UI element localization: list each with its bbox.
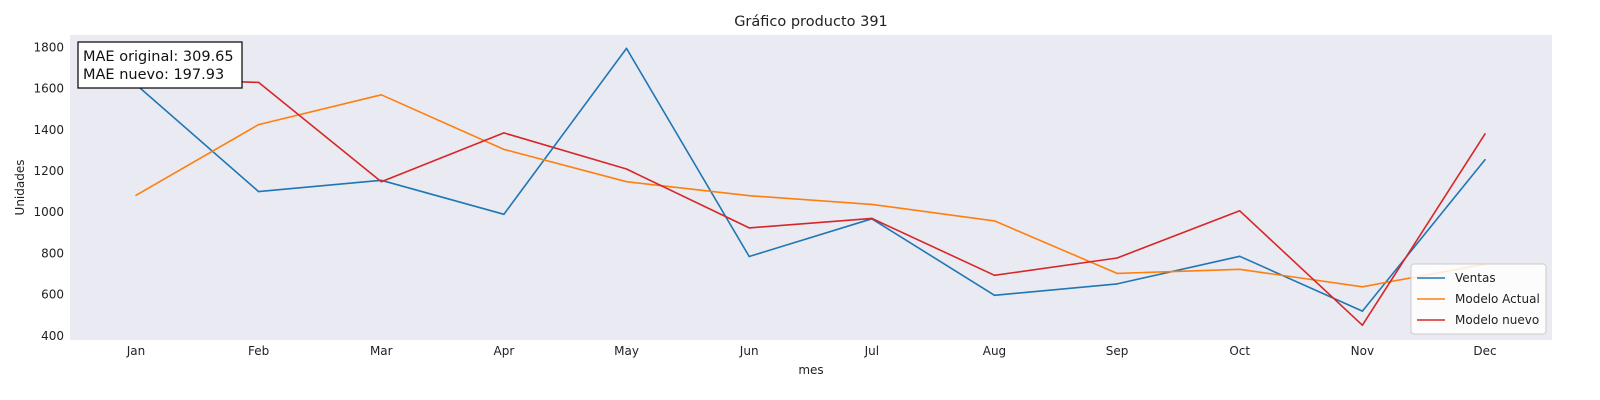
series-line-2 [135, 94, 1486, 288]
series-layer [135, 47, 1486, 327]
data-point [871, 217, 873, 220]
y-tick-label: 1400 [33, 123, 64, 137]
data-point [257, 81, 260, 84]
y-axis: 400 600 800 1000 1200 1400 1600 1800 [33, 40, 64, 343]
x-tick-label: Jul [864, 344, 879, 358]
series-line-3 [135, 77, 1486, 327]
x-tick-label: Sep [1106, 344, 1129, 358]
legend-frame [1410, 263, 1547, 335]
annotation-mae-original: MAE original: 309.65 [83, 49, 234, 65]
chart-title: Gráfico producto 391 [734, 14, 888, 30]
x-tick-label: Dec [1473, 344, 1496, 358]
data-point [1484, 158, 1486, 161]
data-point [748, 227, 750, 229]
x-tick-label: Aug [983, 344, 1006, 358]
data-point [1238, 210, 1241, 212]
data-point [1238, 255, 1241, 258]
data-point [871, 203, 873, 206]
data-point [625, 47, 628, 50]
data-point [257, 123, 260, 126]
y-tick-label: 600 [41, 288, 64, 302]
y-tick-label: 400 [41, 329, 64, 343]
data-point [1238, 268, 1241, 271]
data-point [503, 213, 505, 216]
annotation-frame [77, 41, 243, 89]
data-point [993, 274, 996, 277]
data-point [993, 220, 996, 222]
data-point [1361, 286, 1364, 288]
plot-area [70, 35, 1552, 340]
legend-label: Modelo Actual [1455, 292, 1540, 306]
data-point [748, 255, 750, 258]
x-tick-label: Jun [739, 344, 759, 358]
y-tick-label: 1800 [33, 40, 64, 54]
data-point [257, 190, 260, 193]
x-axis-title: mes [798, 363, 823, 377]
x-tick-label: Nov [1351, 344, 1374, 358]
data-point [1116, 283, 1118, 285]
data-point [1361, 324, 1364, 327]
legend: Ventas Modelo Actual Modelo nuevo [1410, 263, 1547, 335]
data-point [1484, 133, 1486, 135]
y-tick-label: 800 [41, 246, 64, 260]
data-point [380, 94, 383, 96]
mae-annotation-box: MAE original: 309.65 MAE nuevo: 197.93 [77, 41, 243, 89]
data-point [1116, 257, 1118, 259]
legend-label: Ventas [1455, 271, 1496, 285]
x-tick-label: Mar [370, 344, 393, 358]
data-point [748, 194, 750, 197]
data-point [1116, 272, 1118, 275]
x-tick-label: Jan [126, 344, 146, 358]
data-point [1361, 310, 1364, 312]
legend-label: Modelo nuevo [1455, 313, 1539, 327]
x-tick-label: May [614, 344, 639, 358]
x-axis: Jan Feb Mar Apr May Jun Jul Aug Sep Oct Nov Dec [126, 344, 1497, 358]
x-tick-label: Oct [1229, 344, 1250, 358]
x-tick-label: Feb [248, 344, 269, 358]
data-point [503, 148, 505, 151]
data-point [625, 168, 628, 170]
data-point [993, 294, 996, 297]
x-tick-label: Apr [494, 344, 515, 358]
data-point [625, 180, 628, 183]
y-tick-label: 1600 [33, 82, 64, 96]
data-point [135, 194, 137, 197]
data-point [503, 132, 505, 134]
y-axis-title: Unidades [13, 160, 27, 216]
y-tick-label: 1000 [33, 205, 64, 219]
y-tick-label: 1200 [33, 164, 64, 178]
data-point [380, 180, 383, 183]
annotation-mae-nuevo: MAE nuevo: 197.93 [83, 67, 224, 83]
series-line-1 [135, 47, 1486, 312]
